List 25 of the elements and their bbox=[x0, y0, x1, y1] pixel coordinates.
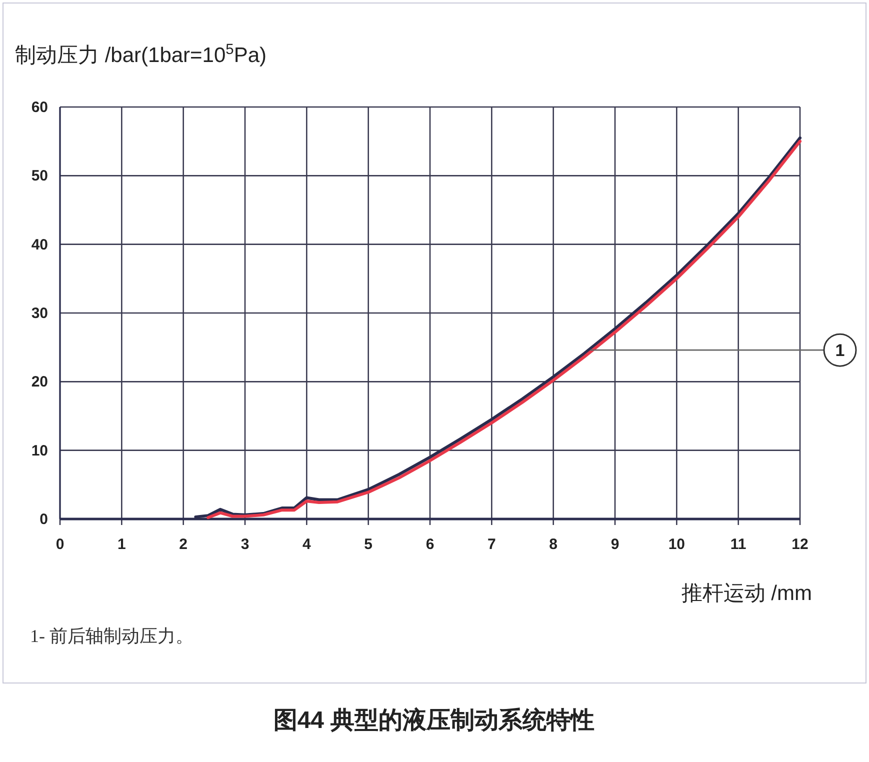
x-tick-label: 11 bbox=[730, 536, 746, 553]
x-tick-label: 7 bbox=[487, 536, 496, 553]
y-tick-label: 40 bbox=[31, 236, 48, 254]
x-tick-label: 2 bbox=[179, 536, 188, 553]
y-tick-label: 50 bbox=[31, 168, 48, 185]
x-tick-label: 6 bbox=[426, 536, 434, 553]
text: 1- 前后轴制动压力。 bbox=[30, 626, 194, 646]
x-tick-label: 9 bbox=[610, 536, 620, 553]
x-tick-label: 0 bbox=[56, 536, 64, 553]
text: 图44 典型的液压制动系统特性 bbox=[273, 707, 595, 734]
x-tick-label: 10 bbox=[668, 536, 686, 553]
x-tick-label: 12 bbox=[792, 536, 808, 553]
y-tick-label: 0 bbox=[40, 511, 48, 528]
x-tick-label: 3 bbox=[240, 536, 250, 553]
y-tick-label: 60 bbox=[31, 99, 48, 116]
y-axis-title: 制动压力 /bar(1bar=10$^{5}$Pa) bbox=[15, 42, 267, 67]
x-axis-title: 推杆运动 /mm bbox=[681, 582, 812, 605]
x-tick-label: 8 bbox=[549, 536, 558, 553]
y-tick-label: 10 bbox=[31, 442, 48, 460]
x-tick-label: 5 bbox=[364, 536, 373, 553]
annotation: 1 bbox=[835, 341, 845, 360]
y-tick-label: 20 bbox=[31, 374, 48, 391]
y-tick-label: 30 bbox=[31, 305, 48, 322]
x-tick-label: 1 bbox=[117, 536, 126, 553]
x-tick-label: 4 bbox=[302, 536, 312, 553]
